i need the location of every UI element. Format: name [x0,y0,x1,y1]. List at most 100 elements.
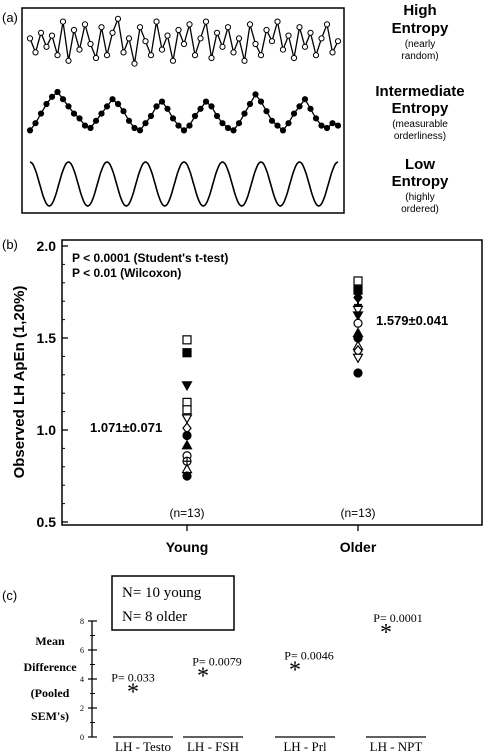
legend-young-count: N= 10 young [122,585,202,601]
panel-c-mean-marker: * [380,620,392,646]
panel-a-high-point [175,26,182,34]
high-entropy-title-1: High [403,2,436,19]
panel-c-ylabel-1: Mean [35,634,65,648]
panel-a-high-point [274,18,281,25]
panel-a-intermediate-point [257,98,265,105]
panel-a-high-point [120,49,127,56]
panel-c-y-tick-label: 8 [80,617,84,626]
low-entropy-sub-2: ordered) [401,204,439,215]
panel-c-category-label: LH - Testo [115,739,171,754]
panel-c-p-value: P= 0.0001 [373,611,422,625]
panel-a-intermediate-point [125,117,133,124]
panel-a-intermediate-point [230,127,237,134]
panel-a-high-point [191,52,199,59]
older-category-label: Older [340,539,377,555]
panel-a-intermediate-point [301,96,309,103]
panel-b-label: (b) [2,237,18,252]
panel-a-intermediate-point [131,124,138,132]
panel-a-intermediate-point [191,112,199,120]
panel-a-high-point [290,54,298,62]
panel-a-high-point [213,29,221,36]
panel-a-high-point [48,32,56,39]
high-entropy-sub-1: (nearly [405,39,436,50]
intermediate-entropy-sub-1: (measurable [392,119,448,130]
panel-c-ticks: 0 2 4 6 8 [80,617,97,742]
panel-a-intermediate-point [114,100,122,108]
panel-a-intermediate-point [279,127,287,134]
panel-c-p-value: P= 0.033 [111,670,154,684]
panel-a-intermediate-point [153,103,160,110]
panel-c-ylabel-3: (Pooled [31,686,70,700]
panel-c-y-tick-label: 4 [80,675,84,684]
panel-a-high-point [318,35,325,42]
panel-c-y-tick-label: 6 [80,646,84,655]
panel-a-high-point [103,52,111,59]
panel-c-legend-box [111,575,235,631]
panel-a-intermediate-point [180,127,188,134]
panel-b-point [181,414,193,425]
panel-a-intermediate-point [219,120,226,127]
panel-a-intermediate-point [290,110,298,117]
panel-a-high-point [208,54,215,62]
panel-c-category-label: LH - Prl [283,739,327,754]
panel-a-high-point [224,24,232,31]
panel-a-high-point [114,15,122,22]
panel-b-point [352,305,364,316]
panel-a-intermediate-point [213,112,221,120]
panel-a-intermediate-point [32,120,39,127]
panel-a-high-point [279,46,287,53]
panel-a-high-point [301,43,309,50]
panel-a-high-point [329,49,336,56]
panel-b-point [181,381,193,392]
low-entropy-sub-1: (highly [405,192,434,203]
panel-c-ylabel-2: Difference [23,660,77,674]
panel-a-intermediate-point [186,122,193,129]
panel-a-intermediate-point [147,112,155,120]
panel-c-p-value: P= 0.0046 [284,649,333,663]
panel-b-ticks: 0.5 1.0 1.5 2.0 [37,238,359,531]
panel-a-intermediate-point [307,105,314,112]
panel-a-intermediate-point [92,117,100,124]
panel-a-high-point [307,29,314,36]
panel-c-y-tick-label: 2 [80,704,84,713]
panel-a-high-point [219,43,226,50]
panel-a-high-point [37,29,45,36]
panel-a-high-point [323,21,331,28]
panel-a-intermediate-point [81,122,89,129]
panel-b-point [352,353,364,364]
panel-b-y-tick-label: 1.0 [37,422,57,438]
panel-c-category-label: LH - NPT [370,739,423,754]
panel-a-intermediate-point [65,103,72,110]
panel-a-high-point [197,35,204,42]
panel-a-intermediate-point [136,127,144,134]
panel-a-high-point [147,52,155,59]
intermediate-entropy-sub-2: orderliness) [394,131,446,142]
panel-a-high-point [142,38,149,45]
panel-a-intermediate-point [87,124,94,132]
panel-a-frame [21,7,345,214]
panel-a-intermediate-point [235,120,243,127]
panel-a-intermediate-point [103,103,111,110]
panel-b-point [353,368,363,378]
panel-a-high-point [263,26,270,34]
panel-a-high-point [169,57,177,64]
panel-a-intermediate-line [29,91,339,132]
panel-a-low-sine [29,161,339,207]
panel-a-intermediate-point [76,115,83,122]
panel-a-series-group [26,15,342,207]
intermediate-entropy-title-2: Entropy [392,100,449,117]
panel-a-intermediate-point [109,96,116,103]
panel-a-high-point [257,52,265,59]
panel-a-intermediate-point [241,110,248,117]
panel-a-intermediate-point [274,122,281,129]
panel-a-intermediate-point [268,117,276,124]
panel-a-high-point [285,32,292,39]
panel-a-intermediate-point [158,98,166,105]
panel-b-point [182,471,192,481]
panel-a-intermediate-point [246,100,254,108]
panel-b-point [182,430,192,441]
panel-a-intermediate-point [312,115,320,122]
panel-a-intermediate-point [43,100,50,108]
panel-b-point [182,335,192,345]
